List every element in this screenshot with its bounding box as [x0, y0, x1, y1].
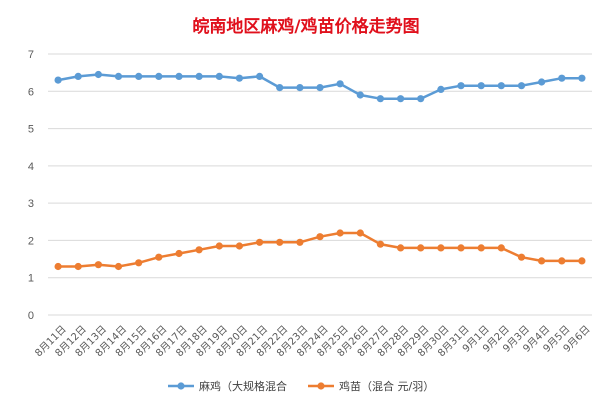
y-tick-label: 6: [28, 86, 34, 98]
data-point: [135, 259, 143, 267]
data-point: [135, 72, 143, 80]
data-point: [94, 261, 102, 269]
data-point: [336, 229, 344, 237]
data-point: [195, 246, 203, 254]
y-tick-label: 3: [28, 198, 34, 210]
data-point: [417, 95, 425, 103]
grid-lines: [48, 53, 592, 316]
data-point: [497, 244, 505, 252]
data-point: [457, 244, 465, 252]
data-point: [175, 72, 183, 80]
data-point: [397, 95, 405, 103]
data-point: [114, 262, 123, 271]
data-point: [54, 76, 62, 84]
data-point: [417, 244, 425, 252]
chart-title: 皖南地区麻鸡/鸡苗价格走势图: [192, 16, 419, 37]
data-point: [437, 244, 445, 252]
data-point: [517, 82, 526, 90]
data-point: [296, 238, 304, 246]
data-point: [235, 242, 243, 250]
series-layer: [54, 70, 586, 271]
data-point: [477, 82, 485, 90]
data-point: [538, 78, 546, 86]
y-tick-label: 2: [28, 235, 34, 247]
legend-label: 鸡苗（混合 元/羽）: [339, 379, 434, 393]
data-point: [316, 84, 324, 92]
data-point: [215, 72, 223, 80]
legend-item-0: 麻鸡（大规格混合: [168, 379, 287, 393]
data-point: [397, 244, 405, 252]
data-point: [74, 262, 82, 271]
y-tick-label: 4: [28, 161, 34, 173]
legend-item-1: 鸡苗（混合 元/羽）: [308, 379, 434, 393]
data-point: [578, 257, 586, 265]
data-point: [256, 72, 264, 80]
series-0: [54, 70, 586, 103]
data-point: [54, 262, 62, 271]
y-axis-ticks: 0 1 2 3 4 5 6 7: [28, 49, 34, 322]
data-point: [457, 82, 465, 90]
legend-swatch-marker: [317, 382, 325, 390]
data-point: [336, 80, 344, 88]
data-point: [235, 74, 243, 82]
legend-label: 麻鸡（大规格混合: [199, 379, 287, 393]
data-point: [74, 72, 82, 80]
legend-swatch-marker: [177, 382, 185, 390]
data-point: [517, 253, 526, 261]
data-point: [155, 72, 163, 80]
data-point: [316, 233, 324, 241]
data-point: [376, 240, 384, 248]
x-axis-ticks: 8月11日8月12日8月13日8月14日8月15日8月16日8月17日8月18日…: [33, 323, 593, 359]
data-point: [276, 238, 284, 246]
data-point: [558, 74, 566, 82]
data-point: [376, 95, 384, 103]
y-tick-label: 5: [28, 124, 34, 136]
data-point: [175, 249, 183, 258]
data-point: [497, 82, 505, 90]
data-point: [256, 238, 264, 246]
data-point: [195, 72, 203, 80]
y-tick-label: 7: [28, 49, 34, 61]
data-point: [296, 84, 304, 92]
y-tick-label: 0: [28, 310, 34, 322]
data-point: [356, 91, 364, 99]
data-point: [538, 257, 546, 265]
data-point: [114, 72, 123, 80]
data-point: [558, 257, 566, 265]
data-point: [215, 242, 223, 250]
data-point: [94, 70, 102, 79]
series-1: [54, 229, 586, 271]
legend: 麻鸡（大规格混合 鸡苗（混合 元/羽）: [168, 379, 434, 393]
data-point: [578, 74, 586, 82]
data-point: [155, 253, 163, 261]
data-point: [356, 229, 364, 237]
data-point: [437, 85, 445, 93]
data-point: [477, 244, 485, 252]
data-point: [276, 84, 284, 92]
y-tick-label: 1: [28, 273, 34, 285]
